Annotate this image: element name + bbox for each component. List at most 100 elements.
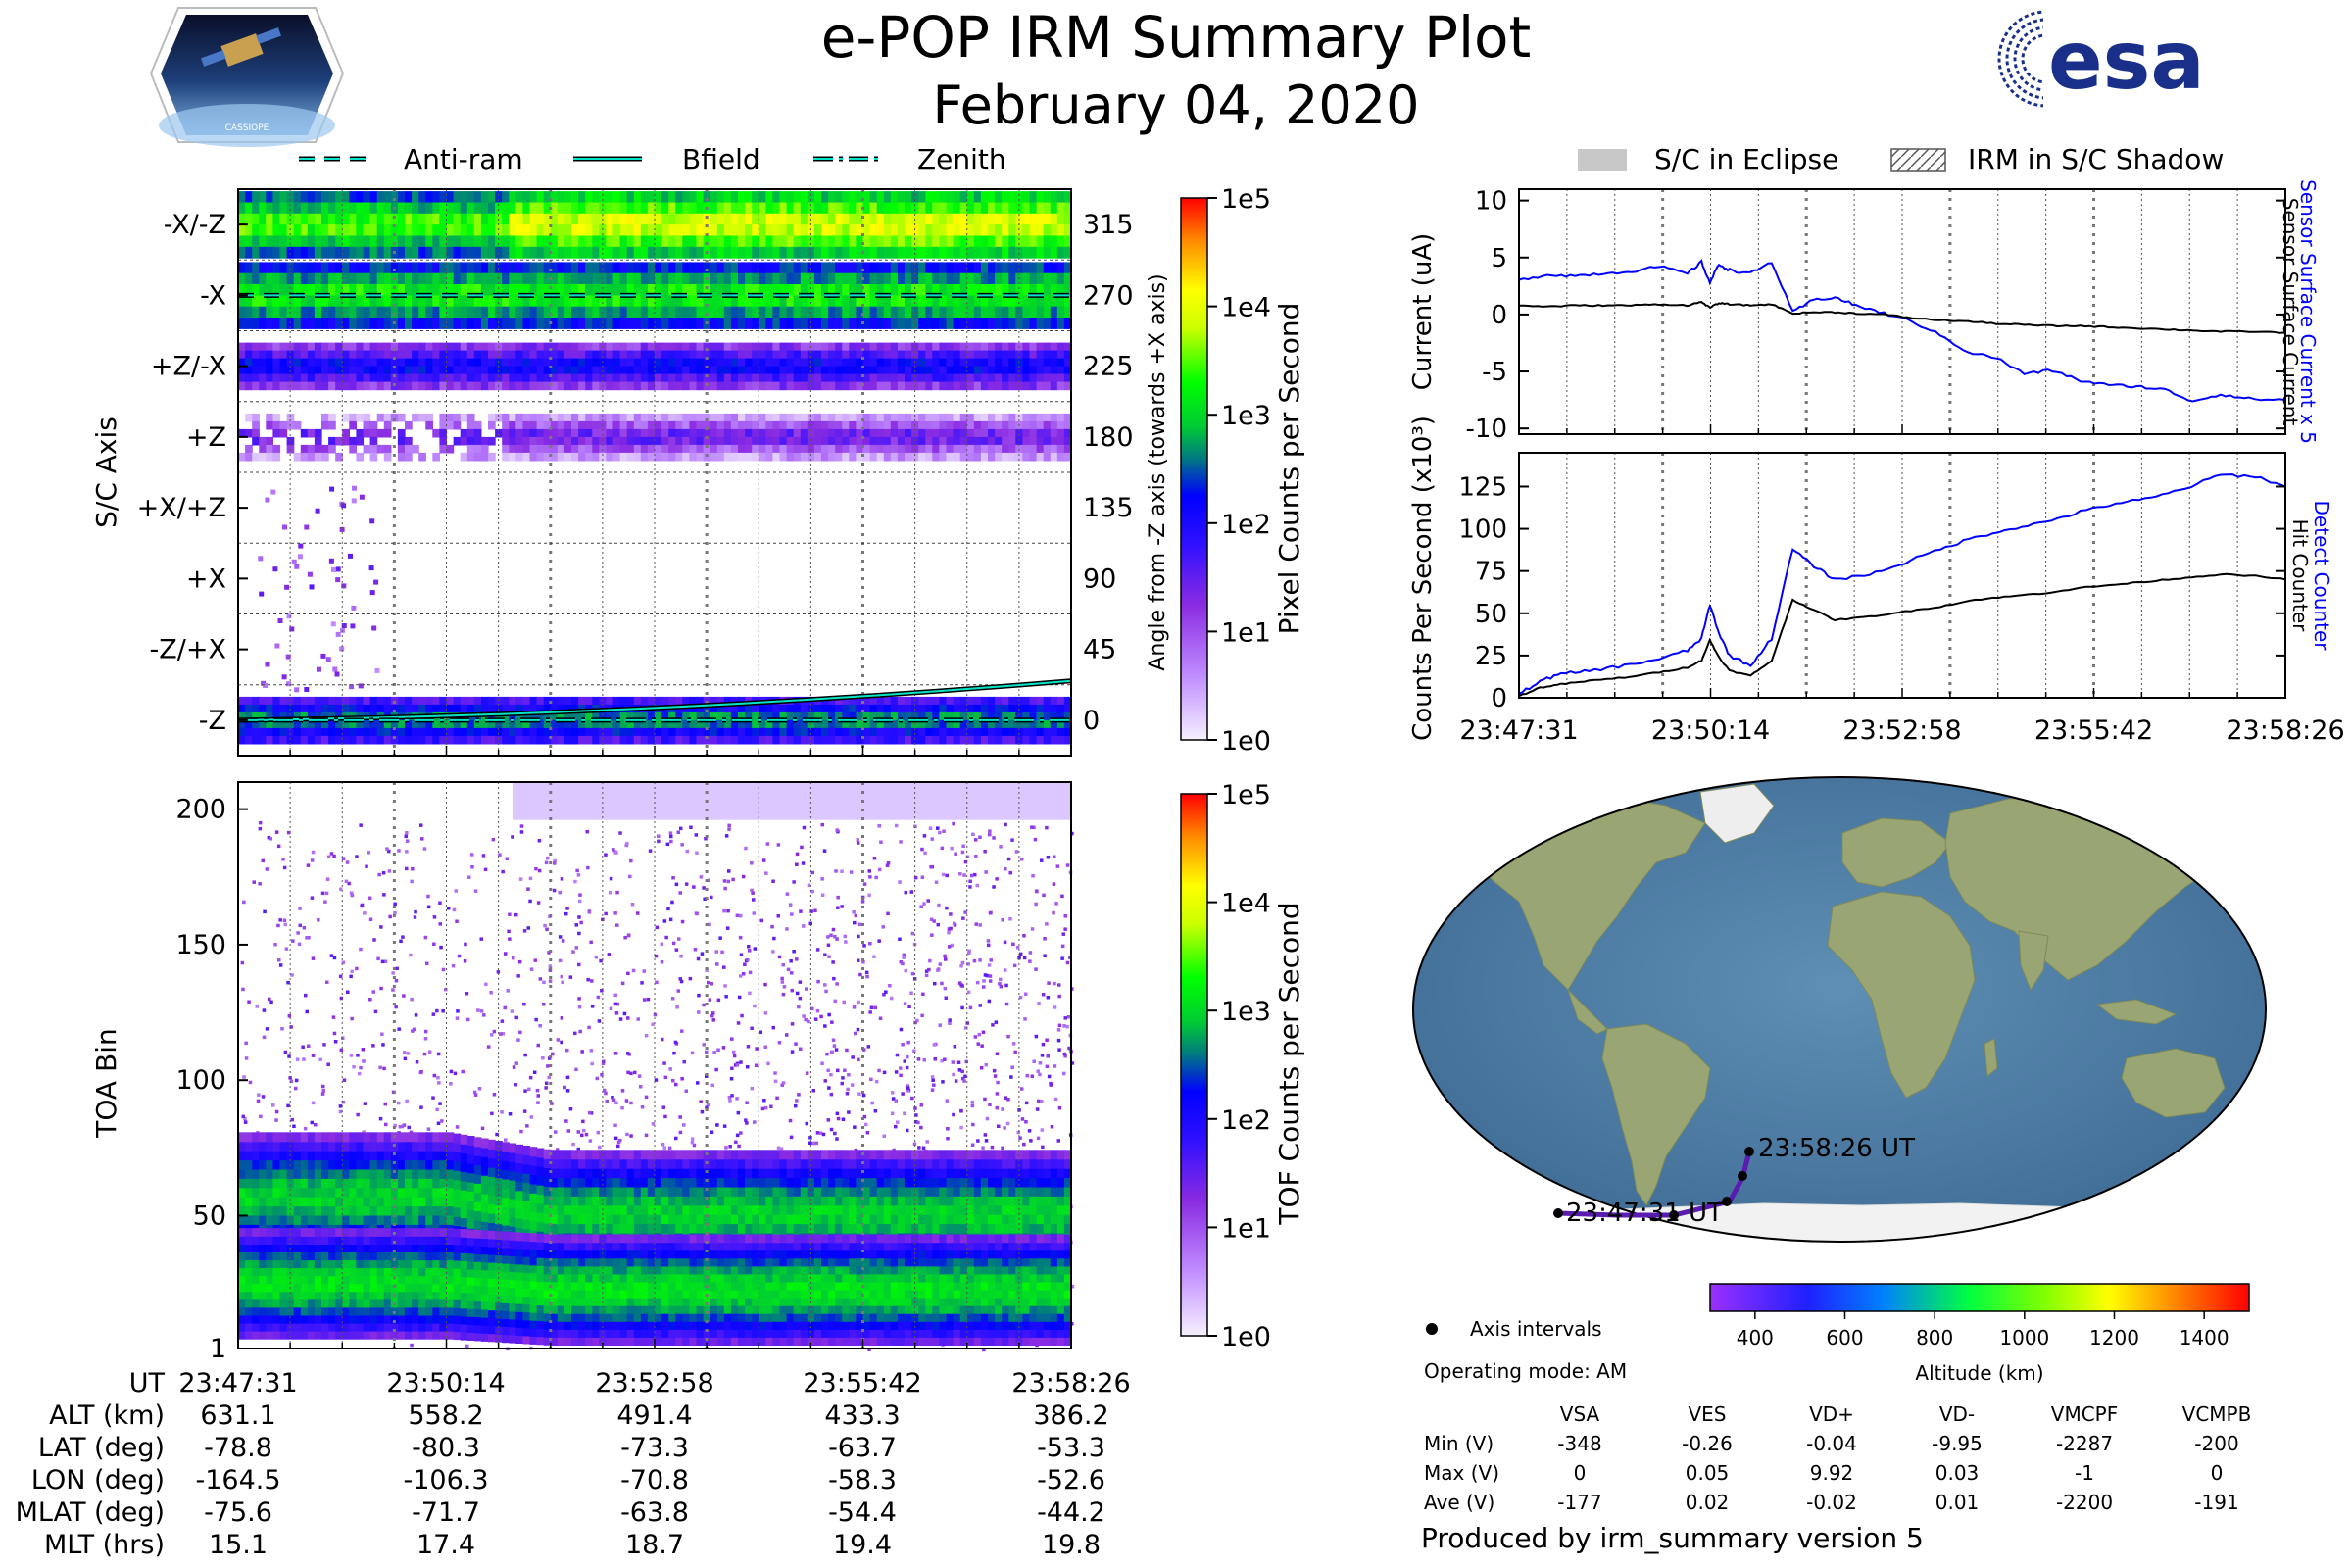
spectrogram-cell bbox=[995, 235, 1003, 248]
spectrogram-cell bbox=[995, 358, 1003, 368]
spectrogram-speckle bbox=[700, 1109, 705, 1114]
spectrogram-cell bbox=[349, 284, 357, 296]
spectrogram-speckle bbox=[338, 974, 343, 979]
spectrogram-speckle bbox=[854, 913, 858, 918]
spectrogram-cell bbox=[238, 213, 246, 225]
spectrogram-cell bbox=[939, 235, 948, 248]
spectrogram-speckle bbox=[947, 927, 952, 931]
spectrogram-cell bbox=[995, 246, 1003, 259]
spectrogram-cell bbox=[446, 262, 455, 274]
spectrogram-cell bbox=[647, 342, 656, 352]
spectrogram-cell bbox=[807, 284, 815, 296]
spectrogram-cell bbox=[1022, 735, 1031, 745]
spectrogram-cell bbox=[842, 235, 850, 248]
spectrogram-speckle bbox=[648, 849, 653, 853]
spectrogram-speckle bbox=[835, 1137, 839, 1141]
spectrogram-cell bbox=[682, 735, 690, 745]
spectrogram-cell bbox=[425, 735, 433, 745]
spectrogram-cell bbox=[564, 295, 572, 308]
spectrogram-cell bbox=[578, 272, 586, 285]
spectrogram-cell bbox=[321, 202, 329, 215]
spectrogram-cell bbox=[238, 704, 246, 713]
spectrogram-cell bbox=[759, 436, 766, 446]
spectrogram-cell bbox=[592, 224, 600, 236]
spectrogram-cell bbox=[633, 719, 642, 729]
spectrogram-speckle bbox=[519, 830, 524, 834]
spectrogram-speckle bbox=[602, 1088, 607, 1093]
spectrogram-cell bbox=[988, 213, 996, 225]
spectrogram-cell bbox=[557, 366, 565, 375]
spectrogram-speckle bbox=[295, 1057, 300, 1061]
spectrogram-cell bbox=[536, 262, 545, 274]
spectrogram-cell bbox=[1029, 318, 1038, 329]
spectrogram-cell bbox=[238, 381, 246, 391]
spectrogram-cell bbox=[515, 272, 523, 285]
spectrogram-cell bbox=[543, 381, 552, 391]
spectrogram-cell bbox=[266, 727, 273, 737]
spectrogram-speckle bbox=[276, 923, 280, 928]
spectrogram-cell bbox=[1008, 444, 1016, 454]
spectrogram-cell bbox=[460, 235, 468, 248]
spectrogram-cell bbox=[314, 235, 322, 248]
spectrogram-speckle bbox=[826, 935, 830, 939]
spectrogram-cell bbox=[453, 191, 462, 203]
spectrogram-cell bbox=[953, 213, 961, 225]
spectrogram-cell bbox=[995, 342, 1003, 352]
spectrogram-cell bbox=[668, 719, 676, 729]
spectrogram-cell bbox=[675, 235, 683, 248]
spectrogram-cell bbox=[592, 735, 600, 745]
spectrogram-speckle bbox=[785, 927, 789, 931]
spectrogram-cell bbox=[272, 235, 281, 248]
spectrogram-cell bbox=[1056, 358, 1065, 368]
page-title: e-POP IRM Summary Plot bbox=[821, 4, 1532, 71]
spectrogram-speckle bbox=[587, 1110, 592, 1115]
spectrogram-cell bbox=[502, 704, 510, 713]
spectrogram-cell bbox=[405, 342, 413, 352]
spectrogram-cell bbox=[897, 428, 906, 438]
spectrogram-cell bbox=[800, 366, 808, 375]
spectrogram-cell bbox=[369, 719, 378, 729]
spectrogram-cell bbox=[509, 719, 516, 729]
spectrogram-cell bbox=[453, 436, 462, 446]
spectrogram-speckle bbox=[405, 850, 409, 854]
spectrogram-cell bbox=[953, 727, 961, 737]
spectrogram-cell bbox=[905, 306, 912, 318]
spectrogram-cell bbox=[279, 202, 288, 215]
spectrogram-cell bbox=[966, 246, 975, 259]
spectrogram-cell bbox=[564, 306, 572, 318]
spectrogram-cell bbox=[405, 452, 413, 462]
spectrogram-cell bbox=[876, 306, 885, 318]
spectrogram-speckle bbox=[704, 837, 708, 841]
spectrogram-cell bbox=[959, 704, 968, 713]
spectrogram-cell bbox=[314, 213, 322, 225]
spectrogram-cell bbox=[828, 444, 836, 454]
spectrogram-cell bbox=[655, 381, 662, 391]
spectrogram-cell bbox=[495, 428, 503, 438]
spectrogram-cell bbox=[745, 235, 753, 248]
spectrogram-cell bbox=[1002, 202, 1009, 215]
spectrogram-cell bbox=[890, 295, 899, 308]
spectrogram-cell bbox=[835, 727, 843, 737]
spectrogram-speckle bbox=[629, 1101, 633, 1105]
spectrogram-cell bbox=[856, 444, 864, 454]
spectrogram-cell bbox=[876, 191, 885, 203]
spectrogram-cell bbox=[495, 295, 503, 308]
spectrogram-speckle bbox=[873, 1109, 878, 1113]
spectrogram-cell bbox=[1008, 420, 1016, 430]
spectrogram-cell bbox=[786, 191, 795, 203]
spectrogram-cell bbox=[245, 373, 253, 383]
spectrogram-cell bbox=[453, 358, 462, 368]
spectrogram-speckle bbox=[856, 841, 860, 845]
spectrogram-cell bbox=[480, 224, 489, 236]
spectrogram-cell bbox=[1043, 202, 1052, 215]
spectrogram-speckle bbox=[1057, 983, 1061, 987]
spectrogram-cell bbox=[599, 284, 607, 296]
spectrogram-cell bbox=[842, 719, 850, 729]
spectrogram-cell bbox=[1050, 202, 1058, 215]
spectrogram-cell bbox=[349, 342, 357, 352]
spectrogram-cell bbox=[571, 452, 579, 462]
spectrogram-speckle bbox=[1020, 1117, 1025, 1121]
spectrogram-cell bbox=[466, 224, 475, 236]
spectrogram-speckle bbox=[350, 969, 354, 974]
spectrogram-cell bbox=[439, 342, 448, 352]
